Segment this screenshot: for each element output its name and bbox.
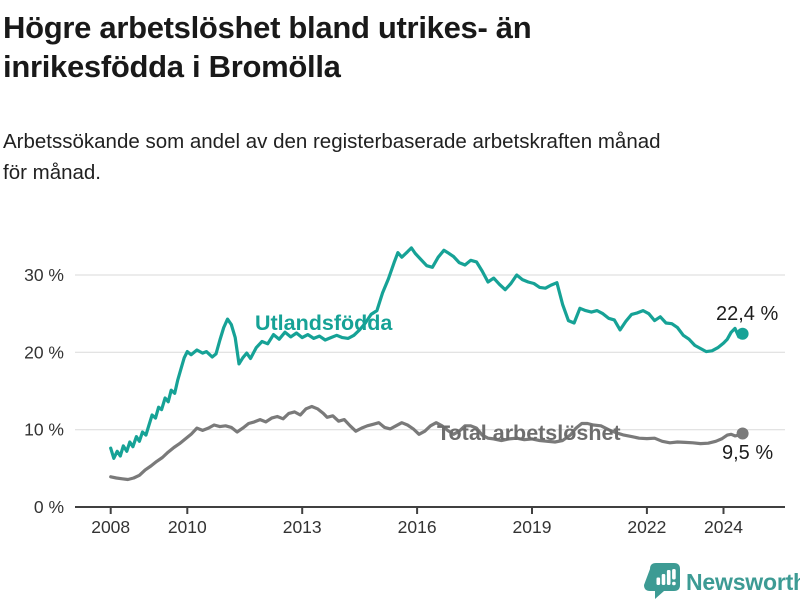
utlandsfodda-line bbox=[109, 246, 745, 460]
x-tick-label-2010: 2010 bbox=[168, 517, 207, 537]
utlandsfodda-end-dot bbox=[736, 327, 749, 340]
newsworthy-icon bbox=[644, 563, 680, 599]
x-tick-label-2019: 2019 bbox=[513, 517, 552, 537]
plot-layer: 0 % 10 % 20 % 30 % 2008 2010 2013 2016 2019 2022 2… bbox=[24, 246, 785, 537]
labels-layer: Utlandsfödda Total arbetslöshet 22,4 % 9… bbox=[255, 303, 800, 599]
bar-chart-glyph-bar2 bbox=[661, 574, 666, 585]
exclamation-glyph-dot bbox=[672, 581, 676, 586]
x-tick-label-2024: 2024 bbox=[704, 517, 743, 537]
end-value-utlandsfodda: 22,4 % bbox=[716, 303, 778, 325]
newsworthy-logo: Newsworthy bbox=[644, 563, 800, 599]
series-label-total-arbetsloshet: Total arbetslöshet bbox=[437, 421, 621, 445]
chart-subtitle: Arbetssökande som andel av den registerb… bbox=[3, 126, 783, 188]
title-line-1: Högre arbetslöshet bland utrikes- än bbox=[3, 10, 532, 45]
subtitle-line-2: för månad. bbox=[3, 161, 101, 184]
bar-chart-glyph-bar3 bbox=[666, 570, 671, 585]
y-tick-label-30: 30 % bbox=[24, 265, 64, 285]
bar-chart-glyph-bar1 bbox=[656, 577, 661, 585]
subtitle-line-1: Arbetssökande som andel av den registerb… bbox=[3, 130, 661, 153]
exclamation-glyph-stem bbox=[672, 569, 676, 580]
y-tick-label-20: 20 % bbox=[24, 342, 64, 362]
series-label-utlandsfodda: Utlandsfödda bbox=[255, 311, 393, 335]
brand-name: Newsworthy bbox=[686, 569, 800, 595]
x-tick-label-2022: 2022 bbox=[627, 517, 666, 537]
total-end-dot bbox=[736, 427, 749, 440]
page-title: Högre arbetslöshet bland utrikes- än inr… bbox=[3, 8, 783, 86]
y-tick-label-0: 0 % bbox=[34, 497, 64, 517]
y-tick-label-10: 10 % bbox=[24, 420, 64, 440]
title-line-2: inrikesfödda i Bromölla bbox=[3, 49, 341, 84]
x-tick-label-2013: 2013 bbox=[283, 517, 322, 537]
end-value-total: 9,5 % bbox=[722, 442, 773, 464]
x-tick-label-2016: 2016 bbox=[398, 517, 437, 537]
total-arbetsloshet-line bbox=[109, 404, 745, 482]
x-tick-label-2008: 2008 bbox=[91, 517, 130, 537]
